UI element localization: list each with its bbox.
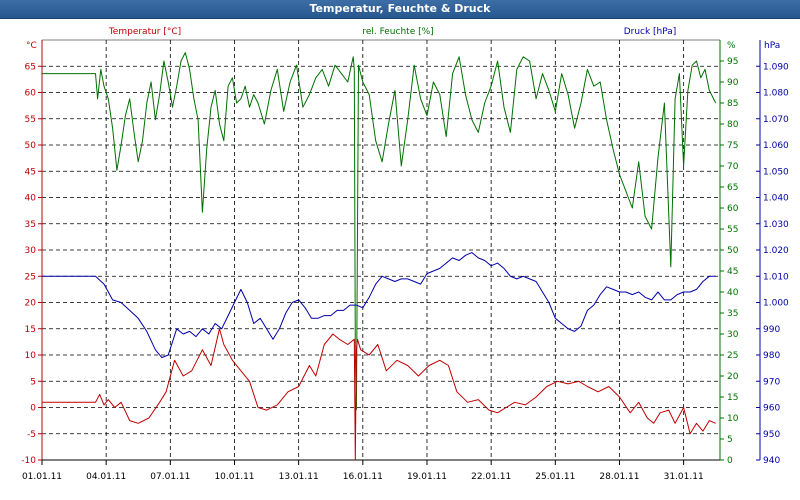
humidity-tick-label: 20 [727,372,739,382]
temperature-unit: °C [26,41,37,51]
humidity-tick-label: 55 [727,225,738,235]
humidity-tick-label: 90 [727,78,739,88]
pressure-tick-label: 960 [763,404,780,414]
pressure-axis-label: Druck [hPa] [624,27,677,37]
humidity-tick-label: 45 [727,267,738,277]
humidity-tick-label: 80 [727,120,739,130]
x-tick-label: 07.01.11 [150,472,190,482]
pressure-tick-label: 1.030 [763,220,789,230]
x-tick-label: 31.01.11 [664,472,704,482]
humidity-tick-label: 5 [727,435,733,445]
pressure-tick-label: 1.050 [763,167,789,177]
pressure-tick-label: 980 [763,351,780,361]
humidity-line [42,52,717,411]
humidity-tick-label: 25 [727,351,738,361]
temperature-tick-label: 5 [30,377,36,387]
humidity-tick-label: 85 [727,99,738,109]
pressure-unit: hPa [764,41,780,51]
temperature-tick-label: 25 [25,272,36,282]
series-lines [42,52,717,461]
axes: 01.01.11 04.01.11 07.01.11 10.01.11 13.01.11… [21,39,789,482]
temperature-tick-label: -10 [21,456,36,466]
humidity-tick-label: 75 [727,141,738,151]
temperature-tick-label: 20 [25,299,37,309]
pressure-tick-label: 1.060 [763,141,789,151]
window-title: Temperatur, Feuchte & Druck [0,0,800,19]
humidity-tick-label: 30 [727,330,739,340]
x-tick-label: 13.01.11 [279,472,319,482]
temperature-tick-label: 30 [25,246,37,256]
temperature-line [42,328,716,461]
temperature-tick-label: 15 [25,325,36,335]
humidity-axis-label: rel. Feuchte [%] [362,27,433,37]
pressure-line [42,252,716,359]
temperature-tick-label: 10 [25,351,37,361]
humidity-tick-label: 35 [727,309,738,319]
temperature-tick-label: 60 [25,89,37,99]
humidity-tick-label: 0 [727,456,733,466]
x-tick-label: 16.01.11 [343,472,383,482]
pressure-tick-label: 950 [763,430,780,440]
x-tick-label: 19.01.11 [407,472,447,482]
pressure-tick-label: 1.070 [763,115,789,125]
x-tick-label: 22.01.11 [471,472,511,482]
x-tick-label: 28.01.11 [599,472,639,482]
temperature-tick-label: 50 [25,141,37,151]
pressure-tick-label: 1.040 [763,194,789,204]
x-tick-label: 01.01.11 [22,472,62,482]
pressure-tick-label: 1.080 [763,89,789,99]
grid [42,40,720,460]
temperature-tick-label: 0 [30,404,36,414]
pressure-tick-label: 1.090 [763,62,789,72]
temperature-tick-label: 65 [25,62,36,72]
humidity-tick-label: 60 [727,204,739,214]
pressure-tick-label: 1.010 [763,272,789,282]
temperature-tick-label: 35 [25,220,36,230]
x-tick-label: 10.01.11 [214,472,254,482]
humidity-unit: % [727,41,736,51]
humidity-tick-label: 10 [727,414,739,424]
x-tick-label: 25.01.11 [535,472,575,482]
humidity-tick-label: 95 [727,57,738,67]
humidity-tick-label: 15 [727,393,738,403]
pressure-tick-label: 970 [763,377,780,387]
pressure-tick-label: 990 [763,325,780,335]
temperature-axis-label: Temperatur [°C] [108,27,181,37]
temperature-tick-label: -5 [27,430,36,440]
pressure-tick-label: 1.000 [763,299,789,309]
humidity-tick-label: 50 [727,246,739,256]
pressure-tick-label: 940 [763,456,780,466]
humidity-tick-label: 40 [727,288,739,298]
pressure-tick-label: 1.020 [763,246,789,256]
temperature-tick-label: 40 [25,194,37,204]
temperature-tick-label: 55 [25,115,36,125]
temperature-tick-label: 45 [25,167,36,177]
humidity-tick-label: 70 [727,162,739,172]
humidity-tick-label: 65 [727,183,738,193]
x-tick-label: 04.01.11 [86,472,126,482]
